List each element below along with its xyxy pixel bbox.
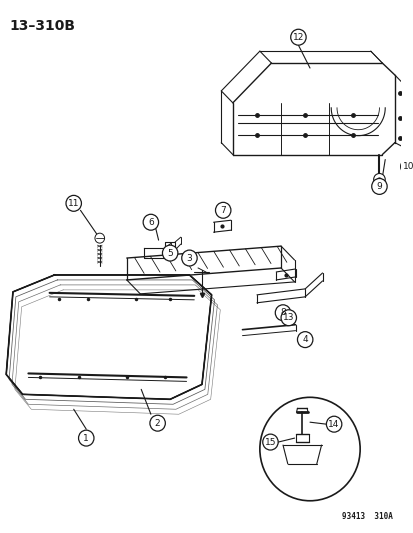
Circle shape bbox=[181, 250, 197, 266]
Text: 10: 10 bbox=[402, 162, 413, 171]
Circle shape bbox=[143, 214, 158, 230]
Text: 1: 1 bbox=[83, 434, 89, 442]
Text: 2: 2 bbox=[154, 419, 160, 427]
Circle shape bbox=[400, 158, 413, 174]
Text: 15: 15 bbox=[264, 438, 275, 447]
Text: 9: 9 bbox=[376, 182, 381, 191]
Text: 8: 8 bbox=[280, 308, 285, 317]
Circle shape bbox=[275, 305, 290, 321]
Circle shape bbox=[78, 430, 94, 446]
Circle shape bbox=[325, 416, 341, 432]
Text: 13: 13 bbox=[282, 313, 294, 322]
Text: 7: 7 bbox=[220, 206, 225, 215]
Text: 3: 3 bbox=[186, 254, 192, 263]
Text: 93413  310A: 93413 310A bbox=[341, 512, 392, 521]
Circle shape bbox=[262, 434, 278, 450]
Circle shape bbox=[280, 310, 296, 326]
Text: 12: 12 bbox=[292, 33, 304, 42]
Text: 5: 5 bbox=[167, 248, 173, 257]
Circle shape bbox=[95, 233, 104, 243]
Text: 11: 11 bbox=[68, 199, 79, 208]
Circle shape bbox=[373, 173, 385, 185]
Circle shape bbox=[371, 179, 386, 195]
Text: 4: 4 bbox=[301, 335, 307, 344]
Circle shape bbox=[66, 196, 81, 211]
Circle shape bbox=[150, 415, 165, 431]
Text: 14: 14 bbox=[328, 419, 339, 429]
Circle shape bbox=[162, 245, 178, 261]
Circle shape bbox=[215, 203, 230, 218]
Circle shape bbox=[290, 29, 305, 45]
Text: 13–310B: 13–310B bbox=[9, 19, 75, 33]
Text: 6: 6 bbox=[147, 218, 153, 227]
Circle shape bbox=[297, 332, 312, 348]
